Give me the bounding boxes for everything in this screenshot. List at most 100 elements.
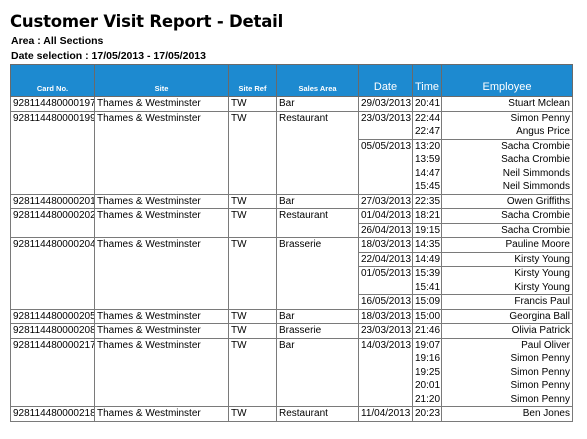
card-number-cell bbox=[10, 294, 95, 309]
time-cell: 20:23 bbox=[412, 406, 442, 422]
date-cell: 05/05/2013 bbox=[358, 138, 413, 153]
card-number-cell: 928114480000218 bbox=[10, 406, 95, 422]
employee-cell: Simon Penny bbox=[441, 379, 573, 393]
time-cell: 19:15 bbox=[412, 222, 442, 238]
employee-cell: Angus Price bbox=[441, 125, 573, 139]
sales-area-cell: Bar bbox=[276, 308, 359, 324]
visit-table: Card No. Site Site Ref Sales Area Date T… bbox=[10, 64, 573, 422]
site-cell bbox=[94, 392, 229, 407]
card-number-cell bbox=[10, 180, 95, 194]
date-cell: 26/04/2013 bbox=[358, 222, 413, 238]
site-ref-cell bbox=[228, 392, 277, 407]
site-ref-cell: TW bbox=[228, 208, 277, 223]
card-number-cell bbox=[10, 139, 95, 153]
employee-cell: Sacha Crombie bbox=[441, 138, 573, 153]
site-cell bbox=[94, 280, 229, 295]
date-cell bbox=[358, 352, 413, 366]
date-cell: 16/05/2013 bbox=[358, 294, 413, 309]
table-row: 21:20 Simon Penny bbox=[10, 392, 573, 407]
table-row: 928114480000197 Thames & Westminster TW Bar… bbox=[10, 96, 573, 111]
date-cell: 18/03/2013 bbox=[358, 308, 413, 324]
site-ref-cell bbox=[228, 365, 277, 379]
time-cell: 13:20 bbox=[412, 138, 442, 153]
card-number-cell: 928114480000201 bbox=[10, 193, 95, 209]
site-ref-cell bbox=[228, 379, 277, 393]
table-row: 01/05/2013 15:39 Kirsty Young bbox=[10, 266, 573, 281]
table-row: 20:01 Simon Penny bbox=[10, 379, 573, 393]
site-cell: Thames & Westminster bbox=[94, 193, 229, 209]
site-ref-cell bbox=[228, 180, 277, 194]
table-header-row: Card No. Site Site Ref Sales Area Date T… bbox=[10, 64, 573, 97]
time-cell: 15:41 bbox=[412, 280, 442, 295]
employee-cell: Francis Paul bbox=[441, 294, 573, 309]
employee-cell: Sacha Crombie bbox=[441, 153, 573, 167]
employee-cell: Georgina Ball bbox=[441, 308, 573, 324]
site-ref-cell: TW bbox=[228, 337, 277, 352]
time-cell: 21:46 bbox=[412, 323, 442, 338]
time-cell: 15:45 bbox=[412, 180, 442, 194]
sales-area-cell: Restaurant bbox=[276, 406, 359, 422]
card-number-cell bbox=[10, 365, 95, 379]
site-ref-cell: TW bbox=[228, 193, 277, 209]
site-cell bbox=[94, 223, 229, 238]
time-cell: 15:00 bbox=[412, 308, 442, 324]
date-cell bbox=[358, 365, 413, 379]
employee-cell: Owen Griffiths bbox=[441, 193, 573, 209]
sales-area-cell: Bar bbox=[276, 337, 359, 352]
time-cell: 21:20 bbox=[412, 392, 442, 407]
employee-cell: Simon Penny bbox=[441, 365, 573, 379]
date-cell: 01/04/2013 bbox=[358, 208, 413, 223]
card-number-cell: 928114480000199 bbox=[10, 110, 95, 125]
site-cell: Thames & Westminster bbox=[94, 96, 229, 111]
site-ref-cell: TW bbox=[228, 406, 277, 422]
employee-cell: Olivia Patrick bbox=[441, 323, 573, 338]
time-cell: 19:25 bbox=[412, 365, 442, 379]
date-cell bbox=[358, 153, 413, 167]
card-number-cell: 928114480000205 bbox=[10, 308, 95, 324]
table-row: 26/04/2013 19:15 Sacha Crombie bbox=[10, 222, 573, 238]
employee-cell: Paul Oliver bbox=[441, 337, 573, 352]
sales-area-cell bbox=[276, 365, 359, 379]
sales-area-cell bbox=[276, 153, 359, 167]
site-cell: Thames & Westminster bbox=[94, 337, 229, 352]
date-cell: 11/04/2013 bbox=[358, 406, 413, 422]
card-number-cell: 928114480000197 bbox=[10, 96, 95, 111]
sales-area-cell bbox=[276, 252, 359, 267]
employee-cell: Neil Simmonds bbox=[441, 180, 573, 194]
sales-area-cell: Restaurant bbox=[276, 110, 359, 125]
date-cell: 22/04/2013 bbox=[358, 251, 413, 267]
table-row: 928114480000217 Thames & Westminster TW Bar… bbox=[10, 337, 573, 352]
card-number-cell bbox=[10, 392, 95, 407]
site-ref-cell bbox=[228, 223, 277, 238]
table-row: 928114480000204 Thames & Westminster TW Bra… bbox=[10, 237, 573, 252]
site-cell bbox=[94, 379, 229, 393]
site-ref-cell bbox=[228, 266, 277, 281]
card-number-cell bbox=[10, 252, 95, 267]
card-number-cell: 928114480000217 bbox=[10, 337, 95, 352]
date-cell: 29/03/2013 bbox=[358, 96, 413, 111]
card-number-cell: 928114480000204 bbox=[10, 237, 95, 252]
site-ref-cell bbox=[228, 294, 277, 309]
employee-cell: Simon Penny bbox=[441, 110, 573, 125]
table-row: 22:47 Angus Price bbox=[10, 125, 573, 139]
time-cell: 14:49 bbox=[412, 251, 442, 267]
site-ref-cell bbox=[228, 153, 277, 167]
site-cell bbox=[94, 139, 229, 153]
site-ref-cell bbox=[228, 352, 277, 366]
table-row: 22/04/2013 14:49 Kirsty Young bbox=[10, 251, 573, 267]
sales-area-cell bbox=[276, 223, 359, 238]
table-row: 15:45 Neil Simmonds bbox=[10, 180, 573, 194]
sales-area-cell: Bar bbox=[276, 193, 359, 209]
column-header-time: Time bbox=[412, 64, 442, 97]
sales-area-cell bbox=[276, 180, 359, 194]
column-header-site: Site bbox=[94, 64, 229, 97]
site-cell bbox=[94, 294, 229, 309]
date-cell: 01/05/2013 bbox=[358, 266, 413, 281]
time-cell: 20:41 bbox=[412, 96, 442, 111]
site-cell: Thames & Westminster bbox=[94, 237, 229, 252]
site-ref-cell: TW bbox=[228, 96, 277, 111]
time-cell: 13:59 bbox=[412, 153, 442, 167]
card-number-cell: 928114480000208 bbox=[10, 323, 95, 338]
table-row: 928114480000201 Thames & Westminster TW Bar… bbox=[10, 193, 573, 209]
site-cell: Thames & Westminster bbox=[94, 208, 229, 223]
